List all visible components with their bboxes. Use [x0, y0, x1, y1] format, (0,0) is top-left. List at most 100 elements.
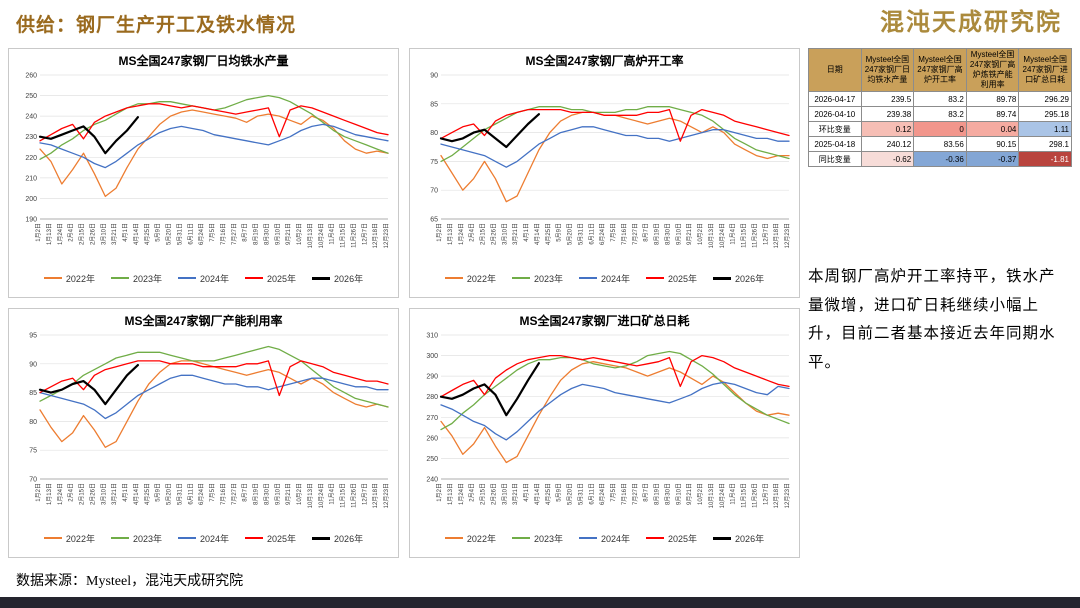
legend-line-swatch [646, 277, 665, 279]
svg-text:3月21日: 3月21日 [512, 223, 519, 245]
svg-text:1月2日: 1月2日 [35, 483, 42, 502]
svg-text:4月25日: 4月25日 [143, 483, 150, 505]
table-row: 2026-04-10 239.38 83.2 89.74 295.18 [808, 106, 1072, 122]
svg-text:7月5日: 7月5日 [610, 483, 617, 502]
table-row: 2025-04-18 240.12 83.56 90.15 298.1 [808, 136, 1072, 152]
svg-text:7月27日: 7月27日 [230, 223, 237, 245]
legend-line-swatch [177, 537, 196, 539]
chart-title: MS全国247家钢厂产能利用率 [124, 314, 283, 328]
table-cell: 同比变量 [808, 151, 862, 167]
legend-label: 2022年 [466, 533, 496, 544]
svg-text:4月25日: 4月25日 [544, 223, 551, 245]
table-col-header: Mysteel全国247家钢厂日均铁水产量 [860, 48, 915, 92]
svg-text:11月4日: 11月4日 [328, 223, 335, 245]
svg-text:210: 210 [25, 175, 37, 182]
svg-text:300: 300 [426, 353, 438, 360]
bottom-bar [0, 597, 1080, 608]
legend-item: 2023年 [511, 532, 563, 545]
svg-text:4月1日: 4月1日 [523, 223, 530, 242]
legend-line-swatch [444, 537, 463, 539]
chart-title: MS全国247家钢厂高炉开工率 [525, 54, 684, 68]
table-col-header: Mysteel全国247家钢厂高炉炼铁产能利用率 [965, 48, 1020, 92]
stats-table-body: 2026-04-17 239.5 83.2 89.78 296.29 2026-04-10… [808, 91, 1072, 167]
table-cell: 239.38 [860, 106, 915, 122]
svg-text:10月2日: 10月2日 [697, 223, 704, 245]
table-col-header: 日期 [808, 48, 862, 92]
legend-label: 2024年 [600, 273, 631, 284]
svg-text:8月7日: 8月7日 [642, 483, 649, 502]
svg-text:1月13日: 1月13日 [45, 223, 52, 245]
svg-text:10月24日: 10月24日 [718, 223, 725, 248]
svg-text:9月21日: 9月21日 [686, 483, 693, 505]
svg-text:1月24日: 1月24日 [457, 483, 464, 505]
svg-text:9月21日: 9月21日 [285, 483, 292, 505]
svg-text:11月26日: 11月26日 [350, 223, 357, 248]
table-cell: 83.2 [913, 91, 967, 107]
svg-text:260: 260 [25, 73, 37, 80]
legend-label: 2023年 [533, 273, 563, 284]
table-cell: 0.12 [860, 121, 915, 137]
table-header-row: 日期 Mysteel全国247家钢厂日均铁水产量 Mysteel全国247家钢厂高炉… [808, 48, 1072, 92]
svg-text:12月7日: 12月7日 [361, 223, 368, 245]
svg-text:7月27日: 7月27日 [230, 483, 237, 505]
svg-text:12月18日: 12月18日 [372, 223, 379, 248]
iron-output-line-chart: 190 200 210 220 230 240 250 260 1月2日 1月13日 1月24日 2月… [14, 69, 394, 269]
svg-text:4月25日: 4月25日 [143, 223, 150, 245]
svg-text:8月30日: 8月30日 [263, 483, 270, 505]
table-cell: -0.36 [913, 151, 967, 167]
svg-text:2月4日: 2月4日 [67, 223, 74, 242]
svg-text:6月11日: 6月11日 [187, 483, 194, 505]
table-cell: -0.37 [965, 151, 1020, 167]
svg-text:250: 250 [25, 93, 37, 100]
svg-text:5月31日: 5月31日 [176, 483, 183, 505]
legend-item: 2022年 [444, 272, 496, 285]
legend-label: 2025年 [668, 533, 698, 544]
svg-text:7月16日: 7月16日 [620, 223, 627, 245]
legend-label: 2024年 [600, 533, 631, 544]
svg-text:80: 80 [430, 130, 438, 137]
svg-text:4月1日: 4月1日 [122, 223, 129, 242]
svg-text:1月13日: 1月13日 [446, 223, 453, 245]
legend-label: 2026年 [735, 273, 765, 284]
svg-text:10月24日: 10月24日 [718, 483, 725, 508]
svg-text:1月24日: 1月24日 [56, 483, 63, 505]
chart-box-ore-daily-consumption: MS全国247家钢厂进口矿总日耗 240 250 260 270 280 290 300 31… [409, 308, 800, 558]
svg-text:5月9日: 5月9日 [555, 483, 562, 502]
line-chart-svg: 65 70 75 80 85 90 1月2日 1月13日 1月24日 2月4日 2月15日 2月26日… [430, 73, 791, 249]
table-cell: 2025-04-18 [808, 136, 862, 152]
capacity-utilization-legend: 2022年 2023年 2024年 2025年 2026年 [11, 529, 396, 547]
svg-text:9月10日: 9月10日 [274, 483, 281, 505]
legend-label: 2026年 [735, 533, 765, 544]
svg-text:12月18日: 12月18日 [773, 223, 780, 248]
svg-text:6月11日: 6月11日 [187, 223, 194, 245]
chart-box-furnace-operating-rate: MS全国247家钢厂高炉开工率 65 70 75 80 85 90 1月2日 1月13日 1月2… [409, 48, 800, 298]
svg-text:11月26日: 11月26日 [751, 483, 758, 508]
chart-box-capacity-utilization: MS全国247家钢厂产能利用率 70 75 80 85 90 95 1月2日 1月13日 1月2… [8, 308, 399, 558]
svg-text:85: 85 [430, 101, 438, 108]
svg-text:12月23日: 12月23日 [784, 223, 791, 248]
legend-item: 2022年 [43, 272, 95, 285]
svg-text:11月15日: 11月15日 [339, 223, 346, 248]
legend-label: 2022年 [65, 273, 95, 284]
legend-line-swatch [177, 277, 196, 279]
table-cell: 240.12 [860, 136, 915, 152]
svg-text:310: 310 [426, 333, 438, 340]
svg-text:10月13日: 10月13日 [707, 483, 714, 508]
legend-item: 2026年 [713, 532, 764, 545]
legend-item: 2023年 [110, 532, 162, 545]
svg-text:4月14日: 4月14日 [533, 483, 540, 505]
svg-text:2月4日: 2月4日 [468, 223, 475, 242]
table-cell: 2026-04-10 [808, 106, 862, 122]
table-cell: 2026-04-17 [808, 91, 862, 107]
svg-text:270: 270 [426, 415, 438, 422]
svg-text:11月4日: 11月4日 [729, 223, 736, 245]
legend-line-swatch [444, 277, 463, 279]
main-content: MS全国247家钢厂日均铁水产量 190 200 210 220 230 240 250 26… [0, 46, 1080, 558]
svg-text:10月2日: 10月2日 [697, 483, 704, 505]
legend-label: 2023年 [533, 533, 563, 544]
table-cell: 83.2 [913, 106, 967, 122]
legend-item: 2024年 [177, 532, 229, 545]
svg-text:240: 240 [25, 114, 37, 121]
svg-text:10月24日: 10月24日 [317, 223, 324, 248]
furnace-rate-legend: 2022年 2023年 2024年 2025年 2026年 [412, 269, 797, 287]
